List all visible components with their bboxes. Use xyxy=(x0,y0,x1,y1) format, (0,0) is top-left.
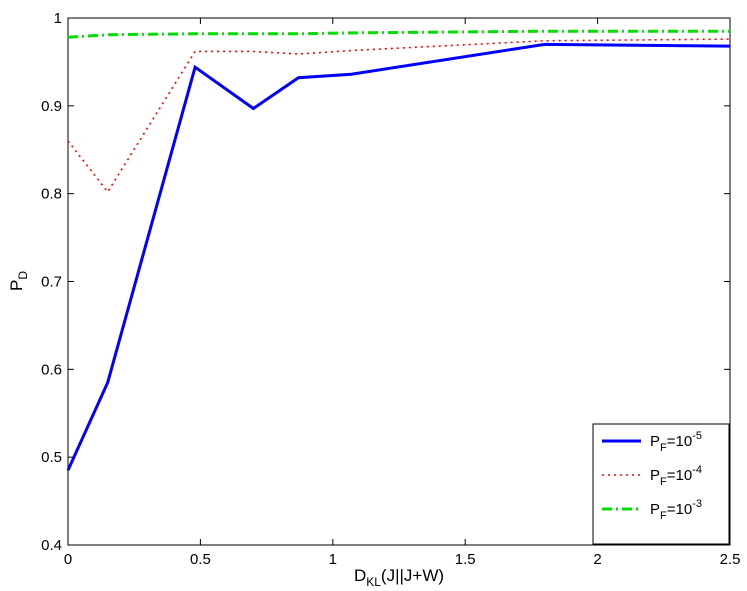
y-tick-label: 0.4 xyxy=(41,537,62,554)
series-line-2 xyxy=(67,38,731,194)
legend-label-1: PF=10-5 xyxy=(650,430,702,454)
legend-box xyxy=(592,423,730,545)
x-tick-label: 0.5 xyxy=(190,551,211,568)
y-tick-label: 0.8 xyxy=(41,186,62,203)
series-lines xyxy=(66,29,731,471)
y-tick-label: 0.6 xyxy=(41,361,62,378)
x-axis-label: DKL(J||J+W) xyxy=(354,566,444,589)
legend: PF=10-5 PF=10-4 PF=10-3 xyxy=(592,423,730,545)
x-tick-label: 1 xyxy=(329,551,337,568)
y-tick-label: 0.9 xyxy=(41,98,62,115)
series-line-1 xyxy=(66,42,731,471)
legend-label-3: PF=10-3 xyxy=(650,498,702,522)
y-tick-label: 0.7 xyxy=(41,274,62,291)
x-tick-label: 2.5 xyxy=(720,551,741,568)
legend-label-2: PF=10-4 xyxy=(650,464,702,488)
x-tick-label: 2 xyxy=(593,551,601,568)
series-line-3 xyxy=(67,29,730,39)
x-tick-label: 0 xyxy=(64,551,72,568)
axis-ticks: 0 0.5 1 1.5 2 2.5 0.4 0.5 0.6 0.7 0.8 0.9 1 xyxy=(41,10,740,568)
y-tick-label: 0.5 xyxy=(41,449,62,466)
y-tick-label: 1 xyxy=(54,10,62,27)
x-tick-label: 1.5 xyxy=(455,551,476,568)
y-axis-label: PD xyxy=(7,271,30,291)
